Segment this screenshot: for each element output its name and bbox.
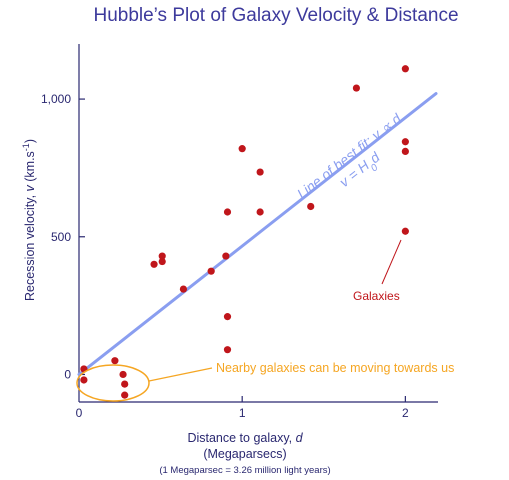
galaxy-point <box>401 227 409 235</box>
y-tick-label: 0 <box>64 367 71 381</box>
nearby-label: Nearby galaxies can be moving towards us <box>216 361 454 375</box>
galaxy-point <box>222 252 230 260</box>
nearby-annotation: Nearby galaxies can be moving towards us <box>76 361 454 402</box>
x-tick-label: 2 <box>402 406 409 420</box>
galaxy-point <box>80 376 88 384</box>
y-axis-label: Recession velocity, v (km.s-1) <box>21 139 37 301</box>
y-tick-label: 500 <box>51 230 71 244</box>
galaxy-point <box>307 202 315 211</box>
y-ticks: 0 500 1,000 <box>41 92 85 381</box>
fit-label: Line of best fit: v ∝ d v = H0d <box>294 110 405 202</box>
galaxies-label: Galaxies <box>353 289 400 303</box>
y-tick-label: 1,000 <box>41 92 71 106</box>
galaxy-point <box>238 145 246 153</box>
x-axis-unit: (Megaparsecs) <box>203 447 286 461</box>
x-tick-label: 0 <box>76 406 83 420</box>
galaxies-pointer <box>381 239 402 285</box>
galaxy-point <box>150 260 158 268</box>
galaxy-point <box>401 65 409 73</box>
fit-line <box>77 92 438 376</box>
axes <box>78 44 438 403</box>
galaxy-point <box>121 380 129 388</box>
x-tick-label: 1 <box>239 406 246 420</box>
galaxy-point <box>121 391 129 399</box>
galaxy-point <box>352 84 361 92</box>
data-points <box>80 65 409 399</box>
galaxies-annotation: Galaxies <box>353 239 402 303</box>
chart-title: Hubble’s Plot of Galaxy Velocity & Dista… <box>93 5 458 26</box>
nearby-ellipse <box>76 364 150 402</box>
galaxy-point <box>207 267 215 275</box>
galaxy-point <box>223 208 232 216</box>
galaxy-point <box>223 313 232 321</box>
galaxy-point <box>256 208 264 216</box>
x-axis-note: (1 Megaparsec = 3.26 million light years… <box>159 465 330 476</box>
x-ticks: 0 1 2 <box>76 396 409 420</box>
galaxy-point <box>158 257 166 266</box>
galaxy-point <box>119 370 127 379</box>
galaxy-point <box>158 252 166 260</box>
x-axis-label: Distance to galaxy, d <box>187 431 303 445</box>
galaxy-point <box>401 138 409 146</box>
galaxy-point <box>179 285 188 293</box>
fit-label-line1: Line of best fit: v ∝ d <box>294 110 405 202</box>
galaxy-point <box>256 168 264 176</box>
nearby-pointer <box>148 367 213 382</box>
galaxy-point <box>223 346 232 354</box>
galaxy-point <box>111 357 119 365</box>
galaxy-point <box>401 147 409 155</box>
